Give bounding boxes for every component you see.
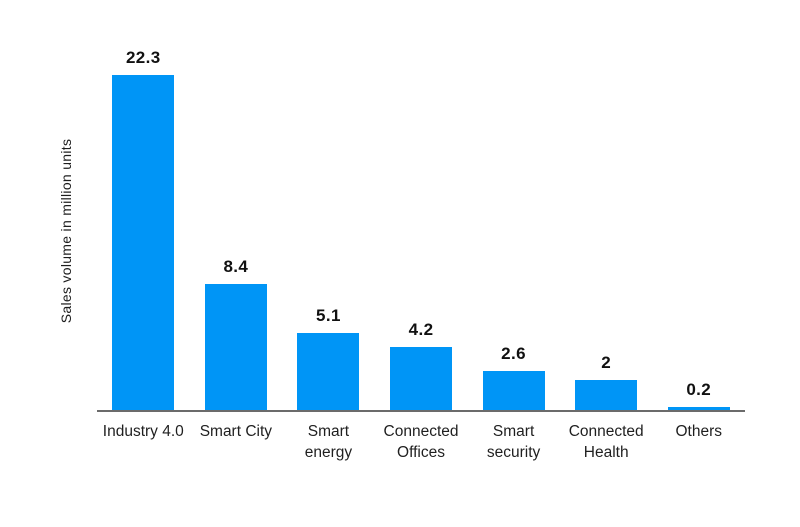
bar-group-industry-4-0: 22.3 xyxy=(97,48,190,410)
bar-industry-4-0 xyxy=(112,75,175,410)
x-axis-line xyxy=(97,410,745,412)
bar-group-connected-health: 2 xyxy=(560,353,653,410)
bar-value-label: 5.1 xyxy=(316,306,341,325)
tick-label-industry-4-0: Industry 4.0 xyxy=(102,423,184,440)
tick-label-smart-security: Smart security xyxy=(486,423,541,461)
bar-smart-energy xyxy=(297,333,360,410)
plot-area: 22.3 8.4 5.1 4.2 2.6 2 0.2 xyxy=(97,0,745,410)
bar-value-label: 22.3 xyxy=(125,48,161,67)
tick-label-connected-offices: Connected Offices xyxy=(383,423,459,461)
bar-smart-city xyxy=(204,284,267,410)
bar-connected-health xyxy=(575,380,638,410)
bar-others xyxy=(667,407,730,410)
bar-group-others: 0.2 xyxy=(652,380,745,410)
bar-group-smart-security: 2.6 xyxy=(467,344,560,410)
bar-group-smart-energy: 5.1 xyxy=(282,306,375,410)
bar-value-label: 2.6 xyxy=(501,344,527,363)
tick-label-smart-city: Smart City xyxy=(199,423,273,440)
x-axis-tick-labels: Industry 4.0 Smart City Smart energy Connec… xyxy=(97,421,745,463)
bar-connected-offices xyxy=(390,347,453,410)
bar-group-smart-city: 8.4 xyxy=(190,257,283,410)
bar-value-label: 0.2 xyxy=(686,380,712,399)
bar-value-label: 4.2 xyxy=(408,320,434,339)
y-axis-title: Sales volume in million units xyxy=(58,138,74,324)
tick-label-smart-energy: Smart energy xyxy=(304,423,353,461)
bar-smart-security xyxy=(482,371,545,410)
bar-group-connected-offices: 4.2 xyxy=(375,320,468,410)
bar-value-label: 8.4 xyxy=(223,257,249,276)
bar-value-label: 2 xyxy=(601,353,612,372)
tick-label-connected-health: Connected Health xyxy=(568,423,644,461)
tick-label-others: Others xyxy=(675,423,723,440)
